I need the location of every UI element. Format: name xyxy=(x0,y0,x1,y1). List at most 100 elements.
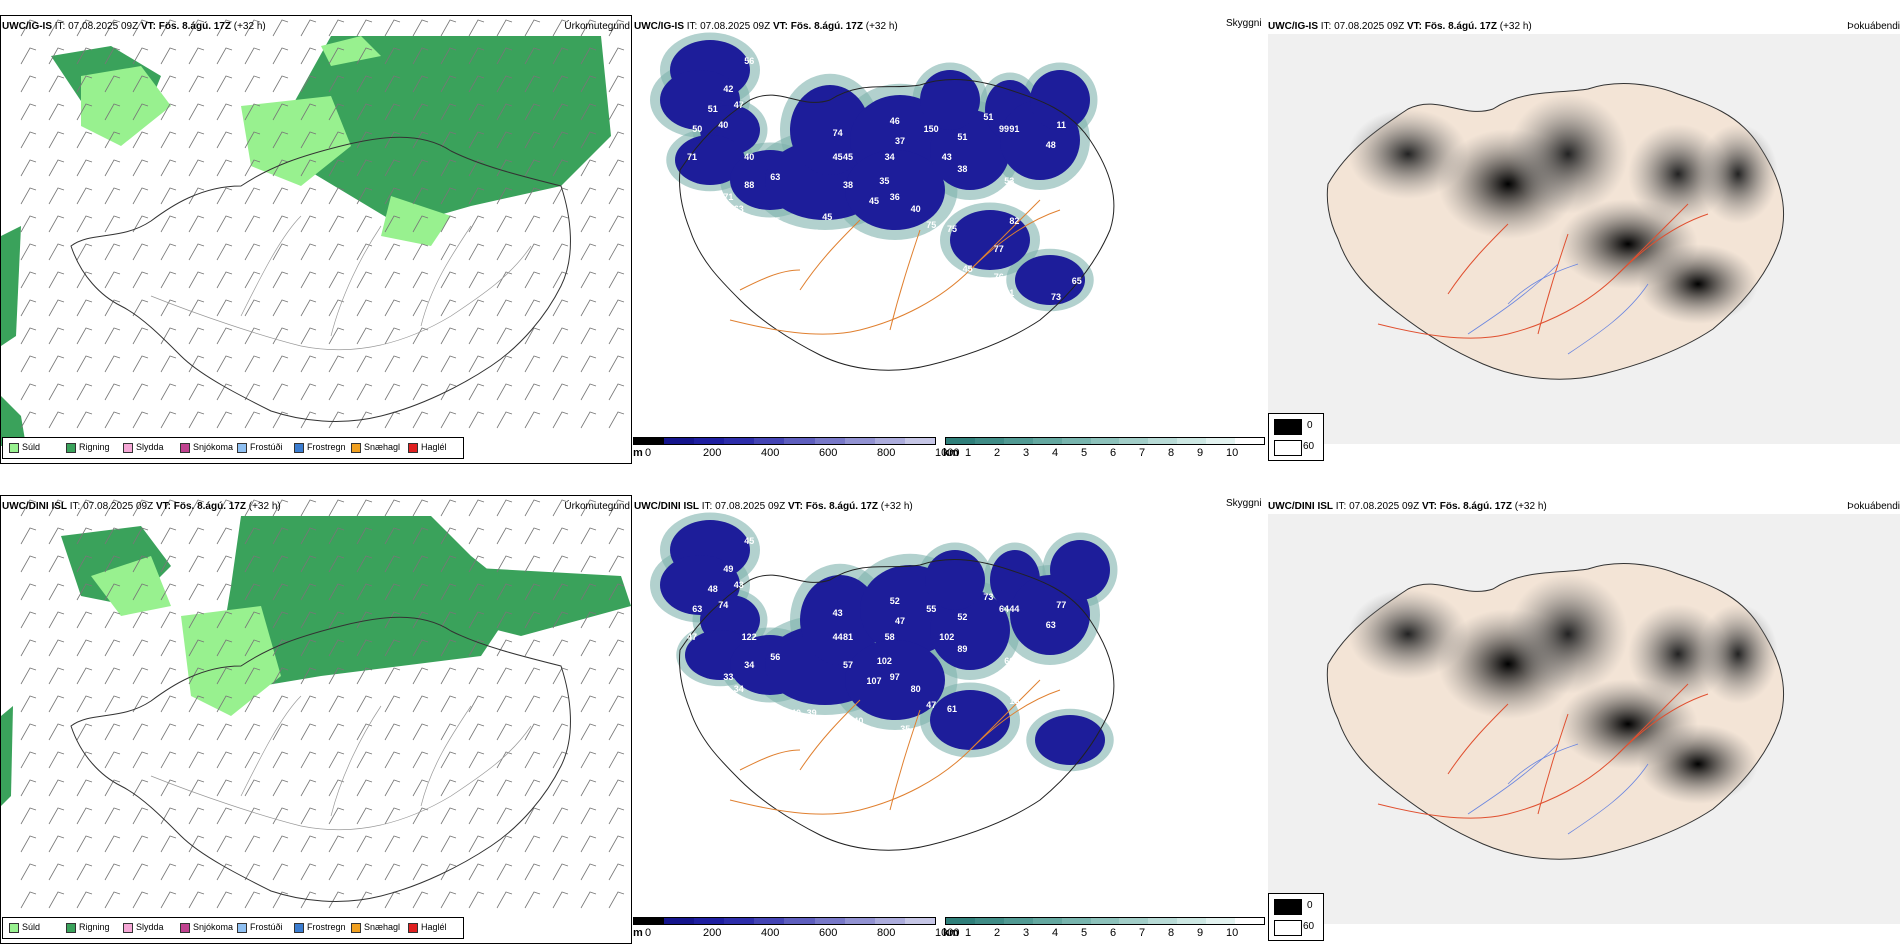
wind-barb xyxy=(608,555,625,573)
ceiling-scale-swatch xyxy=(754,918,785,924)
wind-barb xyxy=(48,723,65,741)
wind-barb xyxy=(384,751,401,769)
wind-barb xyxy=(272,383,289,401)
visibility-value: 58 xyxy=(885,632,895,642)
wind-barb xyxy=(412,75,429,93)
wind-barb xyxy=(76,863,93,881)
legend-swatch xyxy=(237,922,247,933)
wind-barb xyxy=(188,639,205,657)
wind-barb xyxy=(580,835,597,853)
ceiling-unit: m xyxy=(633,927,643,939)
wind-barb xyxy=(300,243,317,261)
legend-label: Slydda xyxy=(136,922,164,932)
wind-barb xyxy=(132,131,149,149)
wind-barb xyxy=(608,47,625,65)
wind-barb xyxy=(272,355,289,373)
ceiling-scale-label: 200 xyxy=(703,927,722,939)
ceiling-scale-swatch xyxy=(664,438,695,444)
wind-barb xyxy=(272,131,289,149)
wind-barb xyxy=(76,299,93,317)
wind-barb xyxy=(132,187,149,205)
wind-barb xyxy=(20,555,37,573)
visibility-scale-swatch xyxy=(1119,918,1149,924)
ceiling-scale-label: 400 xyxy=(761,447,780,459)
visibility-scale-label: 1 xyxy=(965,447,972,459)
wind-barb xyxy=(328,47,345,65)
precip-legend-item: Slydda xyxy=(123,442,164,454)
wind-barb xyxy=(524,271,541,289)
precip-legend-item: Snjókoma xyxy=(180,922,233,934)
wind-barb xyxy=(76,187,93,205)
legend-swatch xyxy=(351,442,361,453)
wind-barb xyxy=(216,131,233,149)
visibility-value: 97 xyxy=(890,672,900,682)
wind-barb xyxy=(608,751,625,769)
wind-barb xyxy=(272,75,289,93)
wind-barb xyxy=(104,299,121,317)
visibility-value: 74 xyxy=(833,128,843,138)
legend-swatch xyxy=(180,922,190,933)
wind-barb xyxy=(188,555,205,573)
visibility-value: 34 xyxy=(843,252,853,262)
wind-barb xyxy=(216,527,233,545)
visibility-value: 107 xyxy=(866,676,881,686)
visibility-value: 23 xyxy=(1061,196,1071,206)
wind-barb xyxy=(216,75,233,93)
wind-barb xyxy=(328,327,345,345)
wind-barb xyxy=(244,807,261,825)
wind-barb xyxy=(412,271,429,289)
wind-barb xyxy=(272,835,289,853)
wind-barb xyxy=(580,103,597,121)
wind-barb xyxy=(244,527,261,545)
wind-barb xyxy=(356,159,373,177)
wind-barb xyxy=(48,271,65,289)
wind-barb xyxy=(356,639,373,657)
wind-barb xyxy=(608,103,625,121)
wind-barb xyxy=(20,639,37,657)
wind-barb xyxy=(272,159,289,177)
visibility-value: 99 xyxy=(999,124,1009,134)
fog-map xyxy=(1268,514,1900,924)
precip-title: Úrkomutegund xyxy=(564,21,630,32)
wind-barb xyxy=(188,863,205,881)
wind-barb xyxy=(496,527,513,545)
wind-barb xyxy=(328,103,345,121)
precip-area xyxy=(441,566,631,636)
wind-barb xyxy=(328,807,345,825)
init-time: IT: 07.08.2025 09Z xyxy=(1335,501,1422,512)
legend-swatch xyxy=(408,922,418,933)
wind-barb xyxy=(244,583,261,601)
visibility-value: 73 xyxy=(983,592,993,602)
wind-barb xyxy=(552,243,569,261)
wind-barb xyxy=(384,131,401,149)
visibility-value: 35 xyxy=(900,724,910,734)
wind-barb xyxy=(608,583,625,601)
visibility-value: 37 xyxy=(760,560,770,570)
wind-barb xyxy=(524,499,541,517)
ceiling-scale-swatch xyxy=(634,918,665,924)
wind-barb xyxy=(356,19,373,37)
wind-barb xyxy=(468,271,485,289)
precip-title: Úrkomutegund xyxy=(564,501,630,512)
wind-barb xyxy=(608,695,625,713)
wind-barb xyxy=(300,527,317,545)
wind-barb xyxy=(48,411,65,429)
init-time: IT: 07.08.2025 09Z xyxy=(1320,21,1407,32)
wind-barb xyxy=(328,187,345,205)
wind-barb xyxy=(104,779,121,797)
legend-label: Súld xyxy=(22,442,41,452)
ceiling-area xyxy=(1015,255,1085,305)
wind-barb xyxy=(524,723,541,741)
wind-barb xyxy=(580,667,597,685)
wind-barb xyxy=(160,639,177,657)
wind-barb xyxy=(524,355,541,373)
wind-barb xyxy=(132,891,149,909)
visibility-value: 16 xyxy=(1009,696,1019,706)
visibility-value: 73 xyxy=(1051,292,1061,302)
wind-barb xyxy=(580,299,597,317)
wind-barb xyxy=(384,47,401,65)
wind-barb xyxy=(132,103,149,121)
wind-barb xyxy=(188,215,205,233)
wind-barb xyxy=(468,779,485,797)
